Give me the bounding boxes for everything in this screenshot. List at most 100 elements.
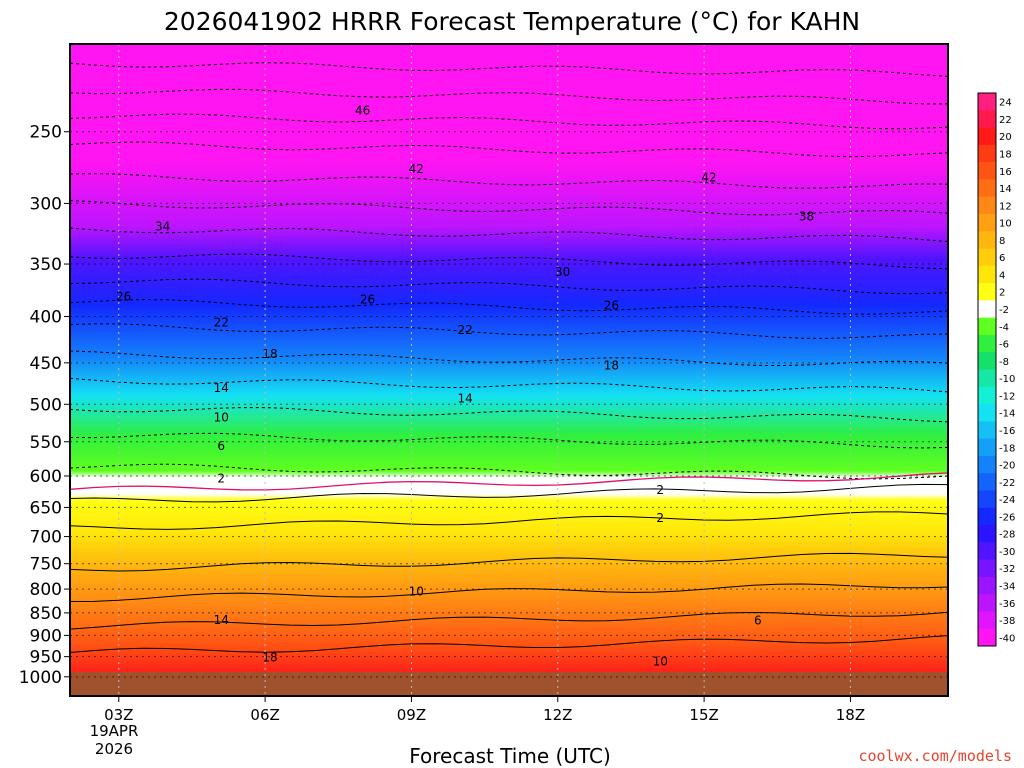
colorbar-tick-label: -4 bbox=[999, 322, 1009, 333]
colorbar-swatch bbox=[978, 490, 996, 509]
temperature-field bbox=[70, 44, 948, 696]
colorbar-tick-label: 12 bbox=[999, 201, 1012, 212]
contour-line bbox=[70, 552, 948, 572]
contour-label: 38 bbox=[799, 209, 814, 223]
colorbar-tick-label: 16 bbox=[999, 167, 1012, 178]
contour-label: 18 bbox=[262, 347, 277, 361]
colorbar-swatch bbox=[978, 196, 996, 215]
grid-horizontal bbox=[70, 131, 948, 678]
y-tick-label: 250 bbox=[30, 123, 62, 143]
colorbar-swatch bbox=[978, 231, 996, 250]
colorbar-swatch bbox=[978, 162, 996, 180]
colorbar-tick-label: 20 bbox=[999, 132, 1012, 143]
colorbar-tick-label: -8 bbox=[999, 357, 1009, 368]
contour-label: 6 bbox=[754, 614, 762, 628]
colorbar-swatch bbox=[978, 438, 996, 457]
colorbar-tick-label: 2 bbox=[999, 288, 1005, 299]
y-tick-label: 400 bbox=[30, 308, 62, 328]
contour-label: 2 bbox=[656, 511, 664, 525]
colorbar-swatch bbox=[978, 576, 996, 595]
colorbar-swatch bbox=[978, 559, 996, 578]
contour-label: 26 bbox=[116, 289, 131, 303]
colorbar-swatch bbox=[978, 283, 996, 301]
contour-line bbox=[70, 635, 948, 653]
colorbar-swatch bbox=[978, 525, 996, 543]
colorbar-swatch bbox=[978, 542, 996, 561]
x-axis-ticks: 03Z 06Z 09Z 12Z 15Z 18Z bbox=[104, 696, 865, 724]
x-date-line-1: 19APR bbox=[90, 722, 139, 740]
y-tick-label: 450 bbox=[30, 354, 62, 374]
contour-label: 10 bbox=[653, 655, 668, 669]
contour-line bbox=[70, 463, 948, 480]
contour-line bbox=[70, 377, 948, 393]
colorbar-tick-label: -28 bbox=[999, 530, 1015, 541]
contour-label: 18 bbox=[604, 358, 619, 372]
y-tick-label: 900 bbox=[30, 626, 62, 646]
contour-line bbox=[70, 88, 948, 105]
colorbar-swatch bbox=[978, 352, 996, 370]
colorbar-swatch bbox=[978, 628, 996, 647]
colorbar-swatch bbox=[978, 179, 996, 198]
y-tick-label: 500 bbox=[30, 395, 62, 415]
contour-line bbox=[70, 323, 948, 339]
y-axis-ticks: 2503003504004505005506006507007508008509… bbox=[19, 123, 70, 688]
colorbar-swatch bbox=[978, 110, 996, 129]
contour-lines bbox=[70, 62, 948, 653]
colorbar-tick-label: -6 bbox=[999, 340, 1009, 351]
colorbar-tick-label: -18 bbox=[999, 443, 1015, 454]
colorbar-tick-label: 8 bbox=[999, 236, 1005, 247]
colorbar-tick-label: 24 bbox=[999, 98, 1012, 109]
contour-line bbox=[70, 407, 948, 423]
colorbar-swatch bbox=[978, 473, 996, 491]
colorbar-tick-label: 6 bbox=[999, 253, 1005, 264]
colorbar-swatch bbox=[978, 93, 996, 111]
colorbar-swatch bbox=[978, 594, 996, 612]
colorbar-tick-label: 18 bbox=[999, 149, 1012, 160]
contour-label: 22 bbox=[457, 323, 472, 337]
contour-label: 2 bbox=[656, 483, 664, 497]
y-tick-label: 650 bbox=[30, 498, 62, 518]
colorbar-tick-label: 22 bbox=[999, 115, 1012, 126]
contour-line bbox=[70, 141, 948, 158]
colorbar-swatch bbox=[978, 144, 996, 163]
colorbar-tick-label: -2 bbox=[999, 305, 1009, 316]
x-axis-label: Forecast Time (UTC) bbox=[409, 744, 611, 768]
colorbar-tick-label: 4 bbox=[999, 270, 1005, 281]
colorbar-tick-label: -38 bbox=[999, 616, 1015, 627]
colorbar-swatch bbox=[978, 404, 996, 422]
contour-label: 10 bbox=[409, 585, 424, 599]
colorbar-tick-label: 10 bbox=[999, 219, 1012, 230]
x-tick-label: 09Z bbox=[397, 706, 426, 724]
colorbar-tick-label: -34 bbox=[999, 582, 1015, 593]
y-tick-label: 550 bbox=[30, 433, 62, 453]
contour-label: 26 bbox=[360, 292, 375, 306]
contour-line bbox=[70, 432, 948, 449]
colorbar-swatch bbox=[978, 213, 996, 232]
x-tick-label: 06Z bbox=[250, 706, 279, 724]
contour-label: 2 bbox=[217, 472, 225, 486]
plot-frame bbox=[69, 43, 949, 697]
colorbar-swatch bbox=[978, 507, 996, 526]
chart-title: 2026041902 HRRR Forecast Temperature (°C… bbox=[164, 7, 860, 36]
y-tick-label: 600 bbox=[30, 467, 62, 487]
y-tick-label: 800 bbox=[30, 580, 62, 600]
colorbar-tick-label: -20 bbox=[999, 461, 1015, 472]
colorbar-tick-label: -14 bbox=[999, 409, 1015, 420]
colorbar-swatch bbox=[978, 421, 996, 440]
colorbar-swatch bbox=[978, 300, 996, 319]
contour-label: 46 bbox=[355, 104, 370, 118]
contour-line bbox=[70, 511, 948, 530]
colorbar-tick-label: -24 bbox=[999, 495, 1015, 506]
contour-label: 42 bbox=[701, 171, 716, 185]
contour-label: 42 bbox=[409, 162, 424, 176]
contour-line bbox=[70, 350, 948, 367]
y-tick-label: 1000 bbox=[19, 668, 62, 688]
x-tick-label: 15Z bbox=[689, 706, 718, 724]
contour-line bbox=[70, 483, 948, 503]
contour-line bbox=[70, 299, 948, 315]
ground-band bbox=[70, 672, 948, 696]
colorbar-tick-label: 14 bbox=[999, 184, 1012, 195]
colorbar-swatch bbox=[978, 317, 996, 336]
